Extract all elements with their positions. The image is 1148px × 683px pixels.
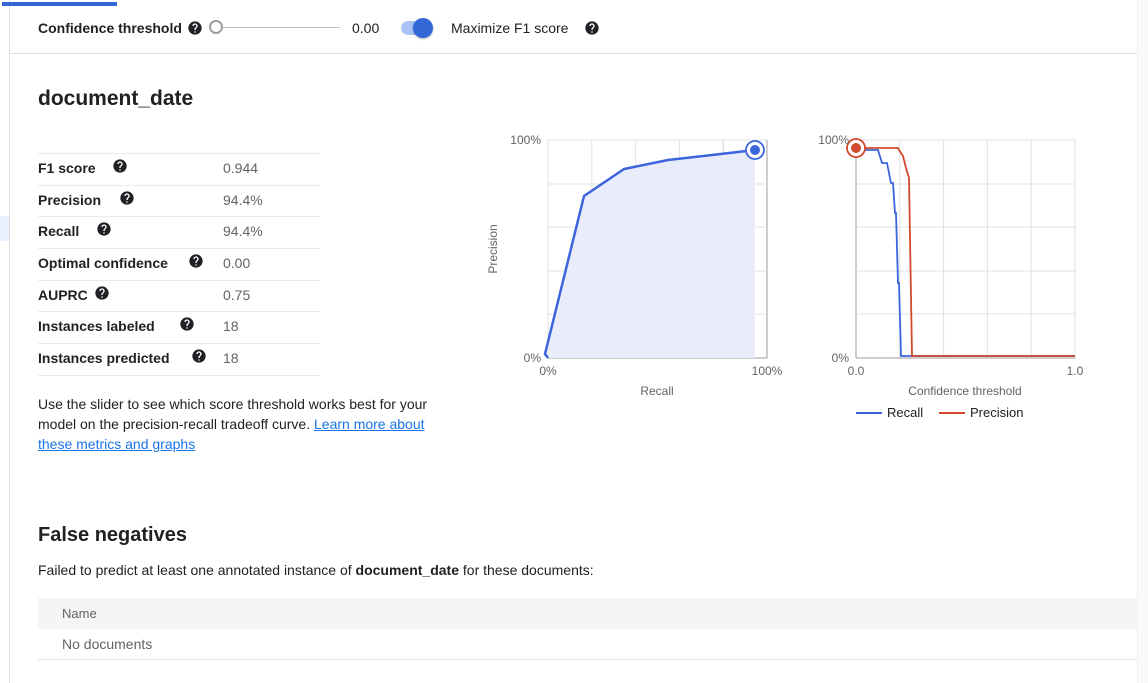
svg-text:Precision: Precision — [970, 405, 1023, 420]
svg-text:0%: 0% — [832, 351, 850, 365]
svg-text:100%: 100% — [752, 364, 783, 378]
svg-text:0%: 0% — [539, 364, 557, 378]
svg-text:Precision: Precision — [486, 224, 500, 273]
svg-text:Recall: Recall — [887, 405, 923, 420]
svg-text:Recall: Recall — [640, 384, 673, 398]
svg-text:100%: 100% — [510, 133, 541, 147]
svg-text:Confidence threshold: Confidence threshold — [908, 384, 1021, 398]
svg-text:0.0: 0.0 — [848, 364, 865, 378]
svg-text:0%: 0% — [524, 351, 542, 365]
svg-text:100%: 100% — [818, 133, 849, 147]
svg-text:1.0: 1.0 — [1067, 364, 1084, 378]
